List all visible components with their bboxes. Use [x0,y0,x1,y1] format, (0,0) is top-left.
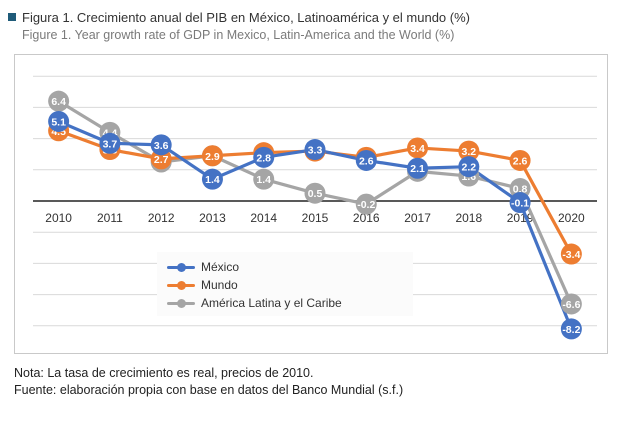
note-text: Nota: La tasa de crecimiento es real, pr… [14,366,314,380]
chart-series: 6.44.42.52.91.40.5-0.21.91.60.8-6.64.53.… [48,90,582,340]
data-point [560,318,582,340]
legend-label-latam: América Latina y el Caribe [201,296,342,310]
data-label: 3.3 [308,145,323,157]
data-label: 3.2 [462,146,477,158]
source-text: Fuente: elaboración propia con base en d… [14,383,404,397]
data-label: 2.7 [154,154,169,166]
data-point [201,168,223,190]
data-point [48,110,70,132]
legend-item-mundo: Mundo [167,278,238,294]
figure-title: Figura 1. Crecimiento anual del PIB en M… [8,10,470,25]
data-label: -0.1 [511,198,529,210]
chart-frame [14,54,608,354]
data-label: 0.8 [513,184,528,196]
x-tick-label: 2020 [558,211,585,225]
data-point [253,146,275,168]
chart-legend: México Mundo América Latina y el Caribe [157,252,413,316]
chart-grid [33,75,597,327]
legend-marker-latam [167,298,195,308]
legend-item-mexico: México [167,260,239,276]
data-label: -3.4 [562,249,580,261]
data-label: 5.1 [51,116,66,128]
legend-label-mundo: Mundo [201,278,238,292]
data-label: -8.2 [562,324,580,336]
title-marker-icon [8,13,16,21]
data-point [560,293,582,315]
data-point [407,137,429,159]
data-label: 2.9 [205,151,220,163]
data-point [99,132,121,154]
data-label: -6.6 [562,299,580,311]
data-label: -0.2 [357,199,375,211]
figure-subtitle: Figure 1. Year growth rate of GDP in Mex… [22,28,455,42]
data-label: 1.4 [205,174,220,186]
data-point [48,90,70,112]
data-point [355,193,377,215]
data-point [201,145,223,167]
data-point [355,149,377,171]
data-label: 3.7 [103,138,118,150]
x-tick-label: 2016 [353,211,380,225]
x-tick-label: 2010 [45,211,72,225]
data-point [509,192,531,214]
data-label: 2.6 [359,155,374,167]
data-label: 2.2 [462,162,477,174]
data-point [253,168,275,190]
legend-marker-mundo [167,280,195,290]
data-label: 0.5 [308,188,323,200]
data-point [304,139,326,161]
legend-label-mexico: México [201,260,240,274]
x-tick-label: 2011 [97,211,123,225]
data-point [150,134,172,156]
data-point [458,140,480,162]
x-tick-label: 2015 [302,211,329,225]
legend-item-latam: América Latina y el Caribe [167,296,342,312]
data-point [458,156,480,178]
x-tick-label: 2018 [455,211,482,225]
figure-title-text: Figura 1. Crecimiento anual del PIB en M… [22,10,470,25]
data-label: 2.1 [410,163,425,175]
data-label: 6.4 [51,96,66,108]
data-point [560,243,582,265]
x-tick-label: 2017 [404,211,431,225]
data-point [509,149,531,171]
legend-marker-mexico [167,262,195,272]
data-label: 2.8 [256,152,271,164]
data-label: 3.6 [154,140,169,152]
data-point [304,182,326,204]
x-tick-label: 2013 [199,211,226,225]
data-label: 3.4 [410,143,425,155]
x-tick-label: 2012 [148,211,175,225]
data-point [407,157,429,179]
x-tick-label: 2014 [250,211,277,225]
data-label: 2.6 [513,155,528,167]
data-label: 1.4 [256,174,271,186]
